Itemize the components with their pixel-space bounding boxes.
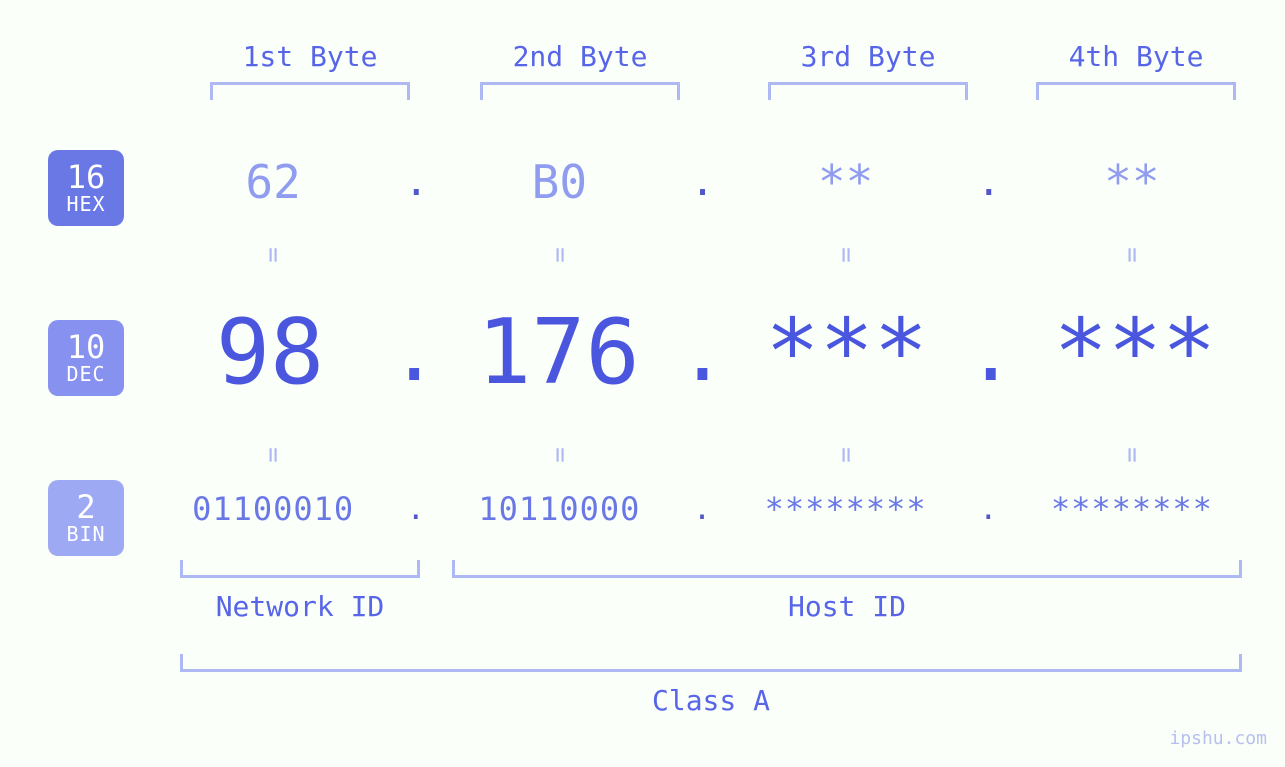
bin-byte-1: 01100010 [150, 490, 396, 528]
hex-sep-2: . [683, 159, 723, 205]
ip-diagram: 1st Byte 2nd Byte 3rd Byte 4th Byte 16 H… [0, 0, 1285, 767]
dec-row: 98 . 176 . *** . *** [150, 300, 1255, 405]
network-bracket [180, 560, 420, 578]
watermark: ipshu.com [1169, 728, 1267, 749]
dec-byte-4: *** [1015, 300, 1255, 405]
hex-byte-4: ** [1009, 155, 1255, 209]
bin-byte-3: ******** [723, 490, 969, 528]
dec-sep-3: . [967, 306, 1015, 399]
eq-icon: = [544, 447, 574, 463]
badge-hex: 16 HEX [48, 150, 124, 226]
equals-row-1: = = = = [150, 240, 1255, 270]
byte-bracket-1 [210, 82, 410, 100]
dec-byte-1: 98 [150, 300, 390, 405]
eq-icon: = [1117, 247, 1147, 263]
eq-icon: = [258, 447, 288, 463]
badge-hex-num: 16 [67, 161, 106, 195]
dec-byte-2: 176 [438, 300, 678, 405]
eq-icon: = [831, 247, 861, 263]
badge-bin: 2 BIN [48, 480, 124, 556]
byte-bracket-4 [1036, 82, 1236, 100]
equals-row-2: = = = = [150, 440, 1255, 470]
byte-label-3: 3rd Byte [768, 40, 968, 73]
eq-icon: = [831, 447, 861, 463]
class-bracket [180, 654, 1242, 672]
badge-dec: 10 DEC [48, 320, 124, 396]
byte-label-2: 2nd Byte [480, 40, 680, 73]
eq-icon: = [258, 247, 288, 263]
badge-hex-txt: HEX [66, 194, 105, 215]
eq-icon: = [1117, 447, 1147, 463]
badge-dec-txt: DEC [66, 364, 105, 385]
bin-sep-3: . [969, 492, 1009, 527]
bin-byte-2: 10110000 [436, 490, 682, 528]
host-bracket [452, 560, 1242, 578]
hex-sep-3: . [969, 159, 1009, 205]
eq-icon: = [544, 247, 574, 263]
network-id-label: Network ID [180, 590, 420, 623]
dec-sep-1: . [390, 306, 438, 399]
badge-bin-num: 2 [76, 491, 95, 525]
bin-sep-1: . [396, 492, 436, 527]
dec-byte-3: *** [727, 300, 967, 405]
host-id-label: Host ID [452, 590, 1242, 623]
byte-label-4: 4th Byte [1036, 40, 1236, 73]
bin-sep-2: . [683, 492, 723, 527]
hex-byte-2: B0 [436, 155, 682, 209]
hex-byte-3: ** [723, 155, 969, 209]
bin-byte-4: ******** [1009, 490, 1255, 528]
badge-bin-txt: BIN [66, 524, 105, 545]
byte-bracket-2 [480, 82, 680, 100]
hex-sep-1: . [396, 159, 436, 205]
badge-dec-num: 10 [67, 331, 106, 365]
bin-row: 01100010 . 10110000 . ******** . *******… [150, 490, 1255, 528]
byte-label-1: 1st Byte [210, 40, 410, 73]
hex-row: 62 . B0 . ** . ** [150, 155, 1255, 209]
byte-bracket-3 [768, 82, 968, 100]
class-label: Class A [180, 684, 1242, 717]
dec-sep-2: . [678, 306, 726, 399]
hex-byte-1: 62 [150, 155, 396, 209]
